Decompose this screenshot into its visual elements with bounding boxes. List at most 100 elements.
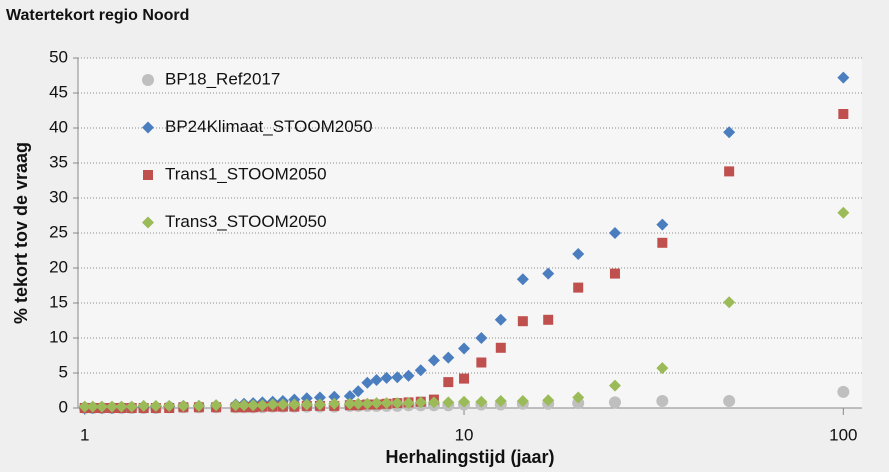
point [78, 400, 91, 413]
legend-label: BP24Klimaat_STOOM2050 [165, 117, 373, 136]
point [328, 397, 341, 410]
y-tick-label: 20 [49, 257, 68, 276]
y-tick-label: 5 [59, 362, 68, 381]
point [475, 332, 488, 344]
point [361, 397, 374, 410]
y-tick-label: 30 [49, 187, 68, 206]
point [442, 351, 455, 364]
plot-area [78, 58, 862, 408]
point [573, 282, 584, 293]
legend-label: Trans3_STOOM2050 [165, 212, 327, 231]
y-axis-label: % tekort tov de vraag [11, 142, 31, 324]
point [608, 227, 621, 239]
point [476, 357, 487, 368]
point [723, 296, 736, 309]
x-tick-label: 1 [80, 425, 89, 444]
x-tick-label: 10 [455, 425, 474, 444]
point [137, 399, 150, 412]
point [723, 395, 736, 407]
point [402, 369, 415, 382]
point [343, 390, 356, 403]
x-axis-label: Herhalingstijd (jaar) [385, 447, 554, 467]
point [657, 237, 668, 248]
point [414, 364, 427, 377]
point [125, 400, 138, 413]
point [542, 267, 555, 280]
point [391, 397, 404, 410]
point [543, 314, 554, 325]
point [370, 397, 383, 410]
point [313, 391, 326, 404]
y-tick-label: 10 [49, 327, 68, 346]
point [608, 379, 621, 392]
point [427, 354, 440, 367]
y-tick-label: 35 [49, 152, 68, 171]
point [475, 395, 488, 408]
point [495, 342, 506, 353]
point [149, 399, 162, 412]
point [517, 316, 528, 327]
legend-label: BP18_Ref2017 [165, 69, 280, 88]
point [838, 109, 849, 119]
point [656, 395, 669, 407]
legend-marker [142, 121, 154, 134]
point [300, 398, 313, 411]
legend-marker [142, 74, 154, 86]
point [352, 397, 365, 410]
point [427, 396, 440, 409]
point [494, 313, 507, 326]
point [656, 362, 669, 375]
chart-title: Watertekort regio Noord [6, 7, 189, 24]
point [458, 342, 471, 355]
point [656, 218, 669, 231]
y-tick-label: 0 [59, 397, 68, 416]
point [115, 400, 128, 413]
legend-marker [142, 216, 154, 229]
point [313, 398, 326, 411]
point [192, 399, 205, 412]
point [572, 391, 585, 404]
point [229, 399, 242, 412]
point [328, 390, 341, 403]
point [210, 399, 223, 412]
point [443, 377, 454, 388]
x-tick-label: 100 [829, 425, 857, 444]
point [276, 398, 289, 411]
point [609, 268, 620, 279]
point [238, 399, 251, 412]
point [380, 371, 393, 384]
point [380, 397, 393, 410]
point [459, 373, 470, 384]
point [288, 398, 301, 411]
point [572, 248, 585, 260]
point [442, 396, 455, 409]
point [266, 398, 279, 411]
point [402, 397, 415, 410]
legend-label: Trans1_STOOM2050 [165, 164, 327, 183]
point [95, 400, 108, 413]
point [837, 71, 850, 84]
point [352, 385, 365, 398]
point [414, 396, 427, 409]
point [177, 399, 190, 412]
point [516, 395, 529, 407]
point [86, 400, 99, 413]
point [163, 399, 176, 412]
point [724, 166, 735, 177]
y-tick-label: 45 [49, 82, 68, 101]
point [723, 126, 736, 139]
y-tick-label: 25 [49, 222, 68, 241]
y-tick-label: 50 [49, 47, 68, 66]
point [361, 376, 374, 389]
point [256, 399, 269, 412]
point [370, 374, 383, 386]
point [837, 206, 850, 219]
point [516, 273, 529, 286]
y-tick-label: 15 [49, 292, 68, 311]
point [494, 395, 507, 407]
point [837, 385, 850, 398]
point [458, 395, 471, 408]
point [608, 396, 621, 409]
point [343, 397, 356, 410]
